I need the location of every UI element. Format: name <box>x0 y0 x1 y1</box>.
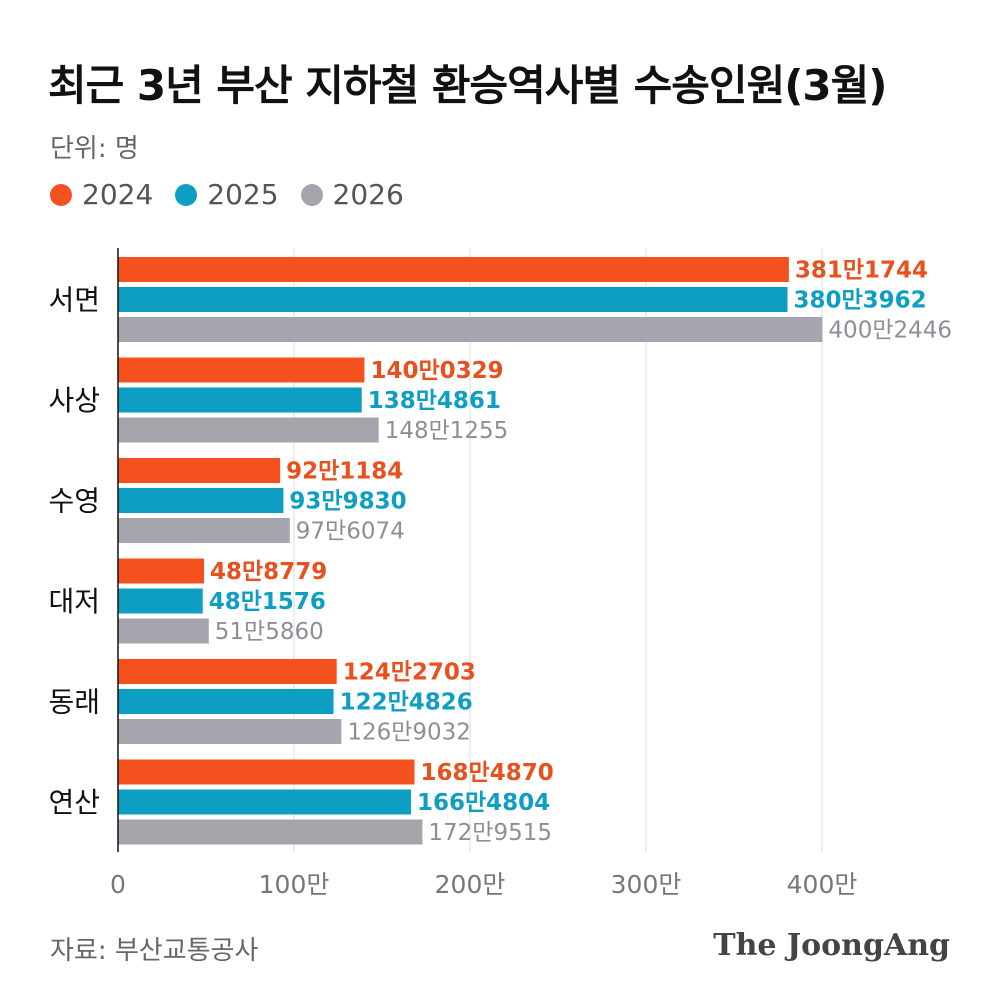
source-note: 자료: 부산교통공사 <box>50 936 259 966</box>
legend-label: 2024 <box>82 178 154 211</box>
data-label: 400만2446 <box>828 318 952 344</box>
bar-2025 <box>118 689 334 714</box>
bar-2024 <box>118 458 281 483</box>
x-tick-label: 0 <box>110 870 126 899</box>
data-label: 172만9515 <box>428 820 552 846</box>
bar-2024 <box>118 659 337 684</box>
bar-2024 <box>118 759 415 785</box>
x-tick-label: 200만 <box>435 870 506 899</box>
legend-item-2025: 2025 <box>175 178 279 211</box>
data-label: 93만9830 <box>289 489 406 515</box>
category-label: 수영 <box>48 485 100 518</box>
bar-2026 <box>118 417 379 443</box>
publisher-logo: The JoongAng <box>713 928 950 963</box>
bar-2026 <box>118 317 823 342</box>
bar-2025 <box>118 488 284 513</box>
data-label: 140만0329 <box>370 358 503 384</box>
unit-label: 단위: 명 <box>50 134 139 164</box>
data-label: 380만3962 <box>793 288 926 314</box>
category-label: 동래 <box>48 686 100 719</box>
bar-2026 <box>118 719 342 744</box>
legend-item-2024: 2024 <box>50 178 153 211</box>
data-label: 122만4826 <box>340 690 473 716</box>
legend-label: 2026 <box>332 178 404 211</box>
data-label: 138만4861 <box>368 388 501 414</box>
data-label: 97만6074 <box>296 519 405 545</box>
bar-2025 <box>118 588 203 614</box>
x-tick-label: 300만 <box>611 870 682 899</box>
x-tick-label: 100만 <box>259 870 330 899</box>
legend: 2024 2025 2026 <box>50 178 426 211</box>
data-label: 92만1184 <box>286 459 403 485</box>
x-tick-label: 400만 <box>787 870 858 899</box>
legend-item-2026: 2026 <box>300 178 404 211</box>
data-label: 48만1576 <box>209 589 326 615</box>
legend-label: 2025 <box>207 178 279 211</box>
category-label: 사상 <box>48 384 100 417</box>
bar-2024 <box>118 257 789 282</box>
data-label: 124만2703 <box>343 660 476 686</box>
bar-2026 <box>118 819 423 845</box>
data-label: 381만1744 <box>795 258 928 284</box>
data-label: 166만4804 <box>417 790 550 816</box>
data-label: 148만1255 <box>385 418 509 444</box>
bar-2026 <box>118 618 209 644</box>
data-label: 51만5860 <box>215 619 324 645</box>
bar-2026 <box>118 518 290 543</box>
legend-dot-icon <box>175 183 198 206</box>
legend-dot-icon <box>300 183 323 206</box>
data-label: 168만4870 <box>421 760 554 786</box>
data-label: 126만9032 <box>347 720 471 746</box>
category-label: 서면 <box>48 284 100 317</box>
bar-2025 <box>118 287 788 312</box>
legend-dot-icon <box>50 183 72 206</box>
bar-2025 <box>118 789 412 815</box>
category-label: 대저 <box>48 585 100 618</box>
bar-2024 <box>118 357 365 383</box>
data-label: 48만8779 <box>210 559 327 585</box>
category-label: 연산 <box>48 786 100 819</box>
bar-2024 <box>118 558 205 584</box>
page-title: 최근 3년 부산 지하철 환승역사별 수송인원(3월) <box>48 61 887 110</box>
bar-2025 <box>118 387 362 413</box>
